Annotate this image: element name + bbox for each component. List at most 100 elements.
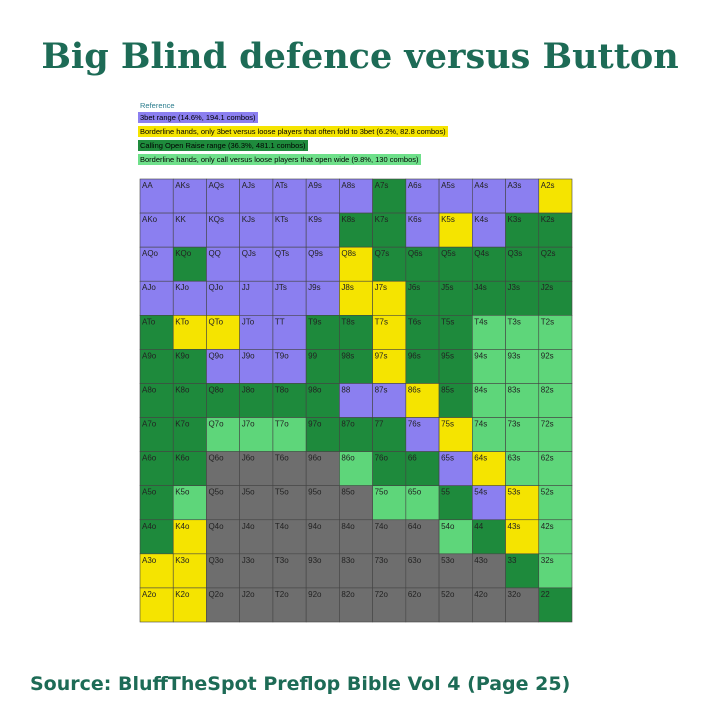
- hand-cell: [206, 349, 240, 384]
- hand-label: T9s: [308, 317, 321, 326]
- hand-cell: [139, 315, 174, 350]
- hand-cell: [505, 553, 540, 589]
- hand-label: T6o: [275, 454, 289, 463]
- hand-label: A9o: [142, 351, 157, 360]
- hand-cell: [405, 587, 440, 623]
- hand-label: 86s: [408, 385, 421, 394]
- hand-label: A5o: [142, 488, 157, 497]
- hand-label: A8s: [341, 181, 355, 190]
- hand-label: Q5o: [208, 488, 224, 497]
- hand-cell: [305, 280, 340, 316]
- hand-label: Q9o: [208, 351, 224, 360]
- hand-cell: [538, 451, 573, 486]
- hand-label: J4s: [474, 283, 486, 292]
- hand-cell: [505, 246, 540, 282]
- hand-cell: [438, 212, 473, 248]
- hand-label: 53s: [508, 488, 521, 497]
- hand-label: A8o: [142, 385, 157, 394]
- hand-cell: [405, 315, 440, 350]
- hand-label: ATo: [142, 317, 156, 326]
- hand-cell: [305, 485, 340, 521]
- hand-label: Q7s: [375, 249, 390, 258]
- hand-cell: [139, 212, 174, 248]
- hand-cell: [206, 587, 240, 623]
- hand-cell: [305, 553, 340, 589]
- hand-cell: [472, 212, 506, 248]
- hand-cell: [272, 553, 307, 589]
- hand-label: 73s: [508, 420, 521, 429]
- hand-label: K5o: [175, 488, 190, 497]
- hand-label: T7o: [275, 420, 289, 429]
- hand-cell: [139, 280, 174, 316]
- hand-cell: [538, 417, 573, 452]
- hand-label: KQo: [175, 249, 192, 258]
- hand-label: J9o: [242, 351, 255, 360]
- hand-cell: [538, 485, 573, 521]
- hand-cell: [172, 451, 207, 486]
- hand-cell: [472, 246, 506, 282]
- hand-label: AKs: [175, 181, 190, 190]
- hand-label: K2o: [175, 590, 190, 599]
- hand-label: 86o: [341, 454, 355, 463]
- hand-cell: [372, 315, 407, 350]
- hand-label: 63s: [508, 454, 521, 463]
- hand-cell: [405, 485, 440, 521]
- hand-cell: [472, 553, 506, 589]
- hand-cell: [372, 280, 407, 316]
- hand-cell: [372, 417, 407, 452]
- hand-label: 87o: [341, 420, 355, 429]
- hand-label: Q3s: [508, 249, 523, 258]
- hand-cell: [239, 212, 274, 248]
- hand-cell: [139, 587, 174, 623]
- hand-label: AKo: [142, 215, 158, 224]
- hand-label: Q7o: [208, 420, 224, 429]
- hand-label: K8o: [175, 385, 190, 394]
- hand-cell: [172, 485, 207, 521]
- hand-label: K6o: [175, 454, 190, 463]
- hand-label: AJo: [142, 283, 156, 292]
- hand-label: 43s: [508, 522, 521, 531]
- hand-label: KK: [175, 215, 186, 224]
- hand-cell: [472, 451, 506, 486]
- hand-cell: [272, 178, 307, 214]
- hand-label: 63o: [408, 556, 422, 565]
- hand-label: K2s: [541, 215, 555, 224]
- hand-label: Q9s: [308, 249, 323, 258]
- hand-cell: [206, 280, 240, 316]
- hand-label: QTo: [208, 317, 223, 326]
- hand-label: T4s: [474, 317, 487, 326]
- hand-label: A6s: [408, 181, 422, 190]
- hand-label: 93o: [308, 556, 322, 565]
- hand-label: 54s: [474, 488, 487, 497]
- hand-label: J7s: [375, 283, 387, 292]
- hand-label: 53o: [441, 556, 455, 565]
- hand-label: TT: [275, 317, 285, 326]
- hand-label: K3o: [175, 556, 190, 565]
- hand-cell: [438, 280, 473, 316]
- hand-cell: [472, 349, 506, 384]
- hand-label: 82s: [541, 385, 554, 394]
- hand-label: T7s: [375, 317, 388, 326]
- hand-cell: [438, 178, 473, 214]
- hand-cell: [538, 349, 573, 384]
- hand-label: 96s: [408, 351, 421, 360]
- hand-cell: [472, 485, 506, 521]
- hand-label: Q4o: [208, 522, 224, 531]
- hand-cell: [206, 383, 240, 418]
- hand-label: 82o: [341, 590, 355, 599]
- hand-label: 97s: [375, 351, 388, 360]
- hand-cell: [272, 315, 307, 350]
- hand-label: JTs: [275, 283, 287, 292]
- hand-label: 96o: [308, 454, 322, 463]
- hand-cell: [272, 519, 307, 555]
- hand-label: T6s: [408, 317, 421, 326]
- hand-label: QTs: [275, 249, 289, 258]
- hand-label: 95s: [441, 351, 454, 360]
- hand-label: A9s: [308, 181, 322, 190]
- hand-label: Q8s: [341, 249, 356, 258]
- legend-item: 3bet range (14.6%, 194.1 combos): [138, 112, 258, 123]
- hand-cell: [239, 246, 274, 282]
- hand-cell: [206, 553, 240, 589]
- hand-label: A6o: [142, 454, 157, 463]
- hand-label: 98s: [341, 351, 354, 360]
